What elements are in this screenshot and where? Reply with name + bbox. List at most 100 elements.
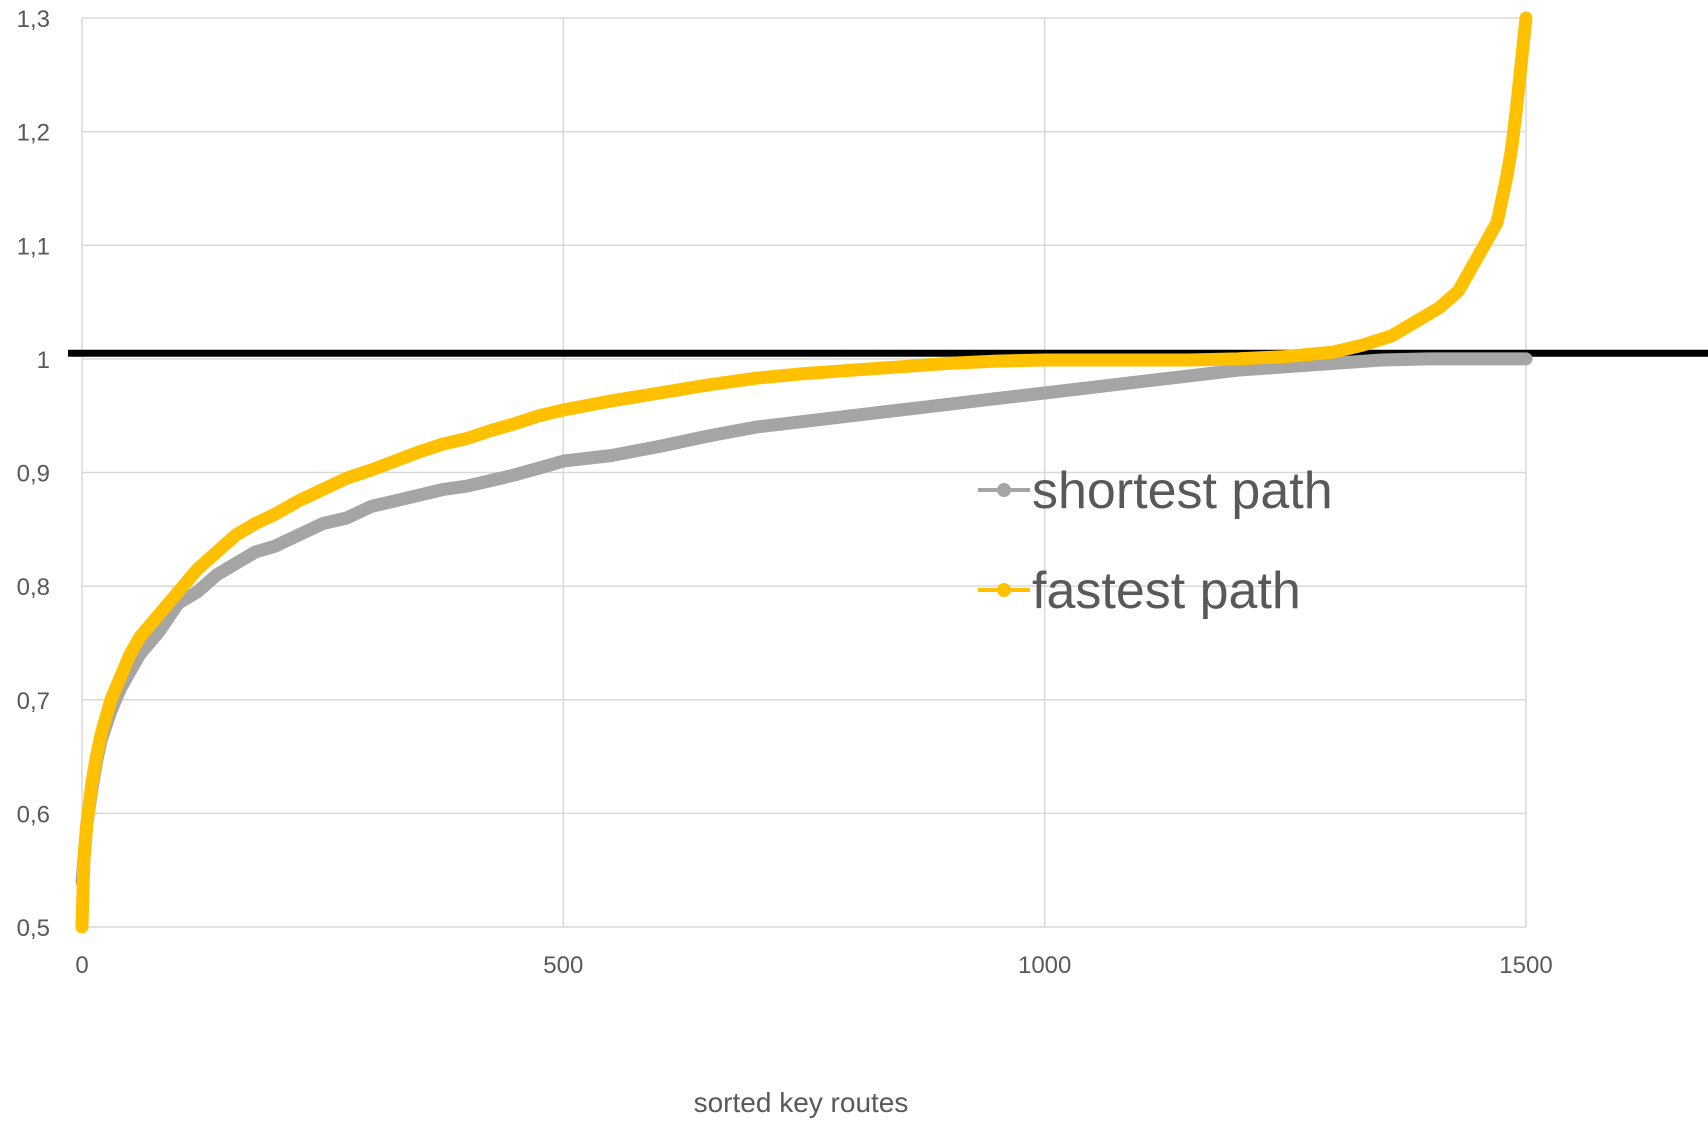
data-point (364, 500, 377, 513)
data-point (1520, 352, 1532, 365)
y-tick-label: 0,5 (17, 915, 50, 942)
data-point (268, 508, 281, 521)
data-point (1375, 354, 1388, 366)
data-point (846, 364, 859, 377)
data-point (124, 648, 137, 661)
data-point (798, 367, 810, 380)
data-point (230, 529, 242, 541)
data-point (533, 409, 546, 422)
data-point (1423, 352, 1436, 365)
data-point (990, 355, 1003, 368)
data-point (316, 517, 329, 530)
data-point (388, 494, 401, 507)
data-point (1510, 102, 1523, 115)
y-tick-label: 1 (37, 347, 50, 374)
data-point (461, 480, 474, 493)
data-point (942, 357, 955, 370)
data-point (1495, 193, 1508, 206)
legend: shortest path fastest path (978, 462, 1333, 620)
data-point (1086, 354, 1099, 366)
legend-label: fastest path (1032, 562, 1301, 620)
data-point (653, 440, 666, 453)
data-point (485, 474, 498, 487)
series-group (75, 11, 1533, 934)
legend-marker (997, 483, 1011, 497)
data-point (77, 852, 90, 865)
data-point (172, 585, 185, 598)
data-point (316, 483, 329, 496)
data-point (1515, 57, 1528, 70)
data-point (104, 693, 117, 706)
data-point (509, 468, 522, 481)
x-tick-label: 1500 (1499, 952, 1552, 979)
data-point (798, 415, 810, 428)
data-point (509, 417, 522, 430)
data-point (1414, 313, 1427, 326)
data-point (210, 568, 223, 581)
data-point (133, 631, 146, 644)
data-point (1038, 387, 1051, 399)
data-point (292, 494, 305, 507)
data-point (364, 464, 377, 477)
data-point (153, 608, 165, 621)
data-point (1134, 354, 1147, 366)
data-point (1462, 267, 1475, 280)
data-point (191, 563, 204, 576)
data-point (1500, 171, 1513, 184)
data-point (292, 529, 305, 541)
data-point (1134, 375, 1147, 388)
data-point (942, 398, 955, 411)
data-point (80, 818, 93, 831)
data-point (191, 585, 204, 598)
grid-lines (82, 17, 1527, 927)
x-tick-label: 1000 (1018, 952, 1071, 979)
data-point (1327, 357, 1340, 370)
data-point (249, 546, 262, 558)
y-tick-label: 1,2 (17, 120, 50, 147)
data-point (1356, 339, 1369, 352)
data-point (210, 546, 223, 558)
data-point (1279, 350, 1292, 363)
data-point (85, 779, 98, 791)
data-point (894, 360, 907, 373)
y-tick-label: 1,1 (17, 233, 50, 260)
x-tick-label: 0 (75, 952, 88, 979)
legend-label: shortest path (1032, 462, 1333, 520)
data-point (95, 727, 108, 740)
data-point (1086, 381, 1099, 394)
data-point (557, 404, 570, 416)
data-point (1505, 142, 1518, 155)
data-point (1183, 369, 1196, 382)
data-point (749, 421, 762, 434)
data-point (388, 455, 401, 468)
data-point (437, 438, 449, 451)
y-tick-label: 0,7 (17, 688, 50, 715)
tick-labels: 0,5 0,6 0,7 0,8 0,9 1 1,1 1,2 1,3 0 500 1000 1500 (17, 6, 1553, 979)
data-point (153, 625, 165, 638)
data-point (1471, 250, 1484, 263)
data-point (230, 557, 242, 570)
data-point (76, 921, 88, 933)
data-point (340, 472, 353, 485)
data-point (1327, 346, 1340, 359)
data-point (1471, 352, 1484, 365)
data-point (653, 387, 666, 399)
data-point (461, 432, 474, 445)
data-point (114, 671, 127, 683)
data-point (605, 449, 618, 462)
data-point (1183, 354, 1196, 366)
data-point (485, 424, 498, 437)
data-point (90, 750, 103, 763)
data-point (437, 483, 449, 496)
data-point (990, 392, 1003, 405)
data-point (1433, 301, 1446, 314)
data-point (701, 379, 714, 391)
axes (81, 18, 1526, 928)
data-point (533, 462, 546, 474)
data-point (340, 512, 353, 524)
x-tick-label: 500 (543, 952, 583, 979)
data-point (268, 540, 281, 553)
data-point (701, 430, 714, 443)
